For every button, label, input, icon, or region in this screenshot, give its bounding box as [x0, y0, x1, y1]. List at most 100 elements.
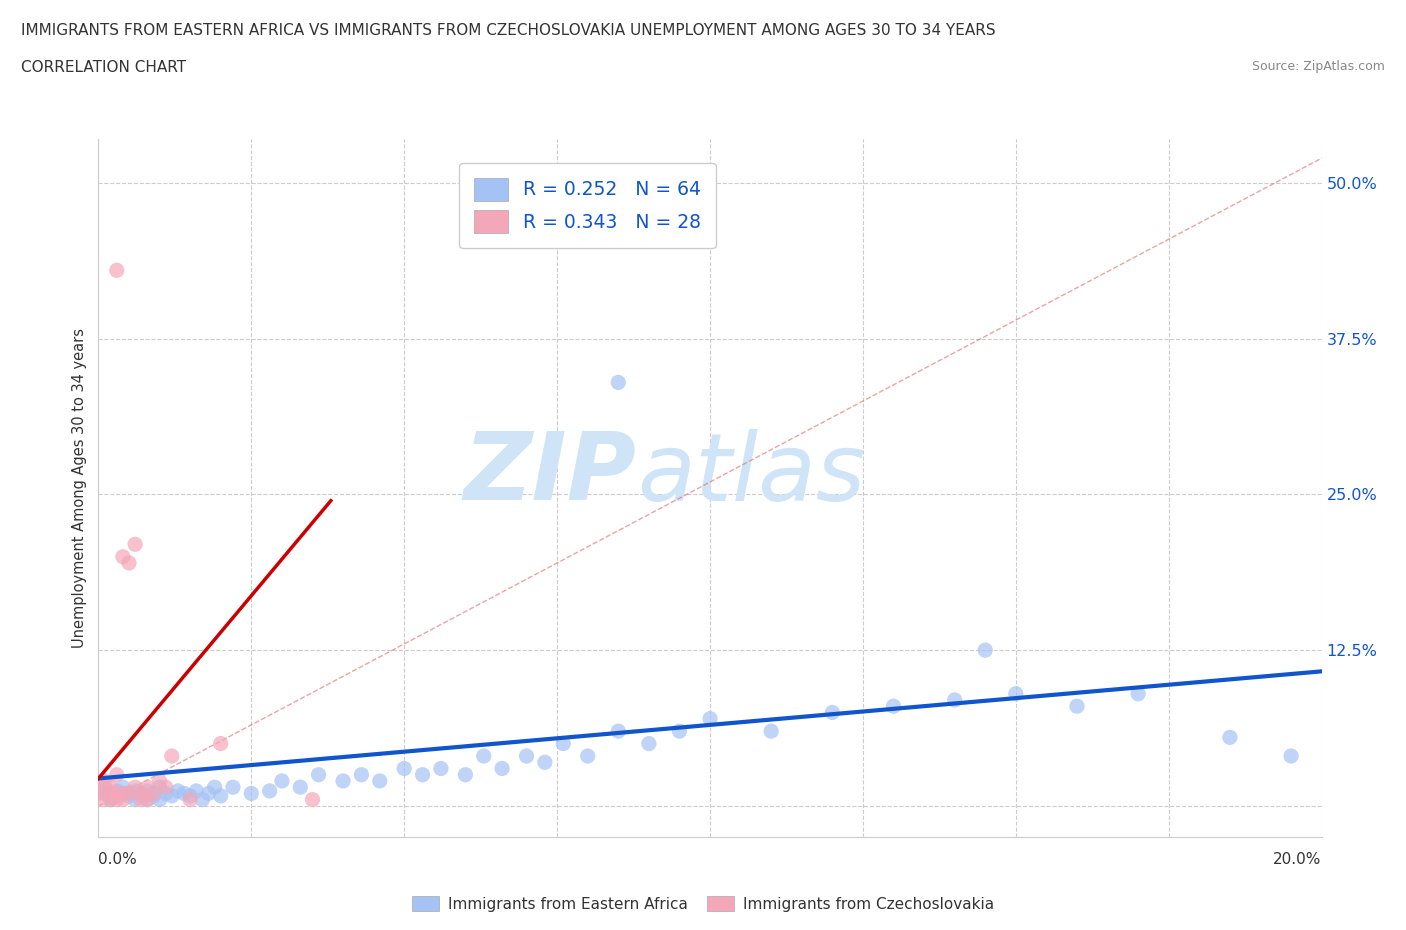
- Point: [430, 761, 453, 776]
- Point: [149, 779, 172, 794]
- Point: [100, 792, 122, 807]
- Point: [1128, 686, 1150, 701]
- Point: [124, 779, 146, 794]
- Point: [105, 792, 128, 807]
- Point: [179, 792, 201, 807]
- Point: [111, 786, 134, 801]
- Point: [179, 789, 201, 804]
- Point: [974, 643, 997, 658]
- Point: [136, 783, 159, 798]
- Point: [350, 767, 373, 782]
- Point: [412, 767, 434, 782]
- Text: atlas: atlas: [637, 429, 865, 520]
- Legend: Immigrants from Eastern Africa, Immigrants from Czechoslovakia: Immigrants from Eastern Africa, Immigran…: [405, 889, 1001, 918]
- Point: [111, 786, 134, 801]
- Point: [472, 749, 495, 764]
- Point: [111, 779, 134, 794]
- Point: [142, 789, 165, 804]
- Point: [155, 786, 177, 801]
- Point: [699, 711, 721, 726]
- Point: [142, 786, 165, 801]
- Point: [118, 786, 141, 801]
- Text: Source: ZipAtlas.com: Source: ZipAtlas.com: [1251, 60, 1385, 73]
- Point: [332, 774, 354, 789]
- Point: [290, 779, 312, 794]
- Point: [553, 737, 575, 751]
- Text: 0.0%: 0.0%: [98, 852, 138, 867]
- Text: IMMIGRANTS FROM EASTERN AFRICA VS IMMIGRANTS FROM CZECHOSLOVAKIA UNEMPLOYMENT AM: IMMIGRANTS FROM EASTERN AFRICA VS IMMIGR…: [21, 23, 995, 38]
- Point: [368, 774, 391, 789]
- Point: [129, 789, 152, 804]
- Point: [93, 779, 115, 794]
- Point: [105, 786, 128, 801]
- Y-axis label: Unemployment Among Ages 30 to 34 years: Unemployment Among Ages 30 to 34 years: [72, 328, 87, 648]
- Point: [209, 737, 232, 751]
- Point: [191, 792, 214, 807]
- Point: [943, 693, 966, 708]
- Point: [124, 792, 146, 807]
- Point: [209, 789, 232, 804]
- Point: [491, 761, 513, 776]
- Point: [392, 761, 416, 776]
- Point: [142, 786, 165, 801]
- Point: [883, 698, 905, 713]
- Point: [111, 792, 134, 807]
- Point: [516, 749, 538, 764]
- Point: [173, 786, 195, 801]
- Point: [93, 792, 115, 807]
- Point: [160, 789, 183, 804]
- Point: [240, 786, 263, 801]
- Point: [607, 375, 630, 390]
- Point: [100, 786, 122, 801]
- Point: [136, 779, 159, 794]
- Point: [105, 789, 128, 804]
- Text: ZIP: ZIP: [464, 429, 637, 520]
- Point: [637, 737, 661, 751]
- Point: [100, 792, 122, 807]
- Point: [1004, 686, 1026, 701]
- Point: [118, 786, 141, 801]
- Point: [204, 779, 226, 794]
- Text: 20.0%: 20.0%: [1274, 852, 1322, 867]
- Point: [136, 792, 159, 807]
- Point: [105, 783, 128, 798]
- Point: [454, 767, 477, 782]
- Point: [124, 783, 146, 798]
- Point: [93, 786, 115, 801]
- Point: [129, 786, 152, 801]
- Point: [668, 724, 690, 738]
- Point: [149, 792, 172, 807]
- Point: [87, 786, 110, 801]
- Point: [259, 783, 281, 798]
- Point: [155, 779, 177, 794]
- Point: [118, 789, 141, 804]
- Point: [821, 705, 844, 720]
- Legend: R = 0.252   N = 64, R = 0.343   N = 28: R = 0.252 N = 64, R = 0.343 N = 28: [460, 163, 716, 248]
- Point: [197, 786, 219, 801]
- Point: [93, 779, 115, 794]
- Point: [1066, 698, 1088, 713]
- Point: [186, 783, 208, 798]
- Point: [222, 779, 245, 794]
- Point: [759, 724, 782, 738]
- Point: [308, 767, 330, 782]
- Point: [129, 786, 152, 801]
- Point: [129, 792, 152, 807]
- Point: [270, 774, 292, 789]
- Point: [576, 749, 599, 764]
- Point: [124, 537, 146, 551]
- Point: [167, 783, 190, 798]
- Point: [105, 263, 128, 278]
- Point: [100, 779, 122, 794]
- Text: CORRELATION CHART: CORRELATION CHART: [21, 60, 186, 75]
- Point: [607, 724, 630, 738]
- Point: [534, 755, 557, 770]
- Point: [149, 774, 172, 789]
- Point: [1219, 730, 1241, 745]
- Point: [160, 749, 183, 764]
- Point: [105, 767, 128, 782]
- Point: [111, 550, 134, 565]
- Point: [1279, 749, 1302, 764]
- Point: [100, 786, 122, 801]
- Point: [93, 774, 115, 789]
